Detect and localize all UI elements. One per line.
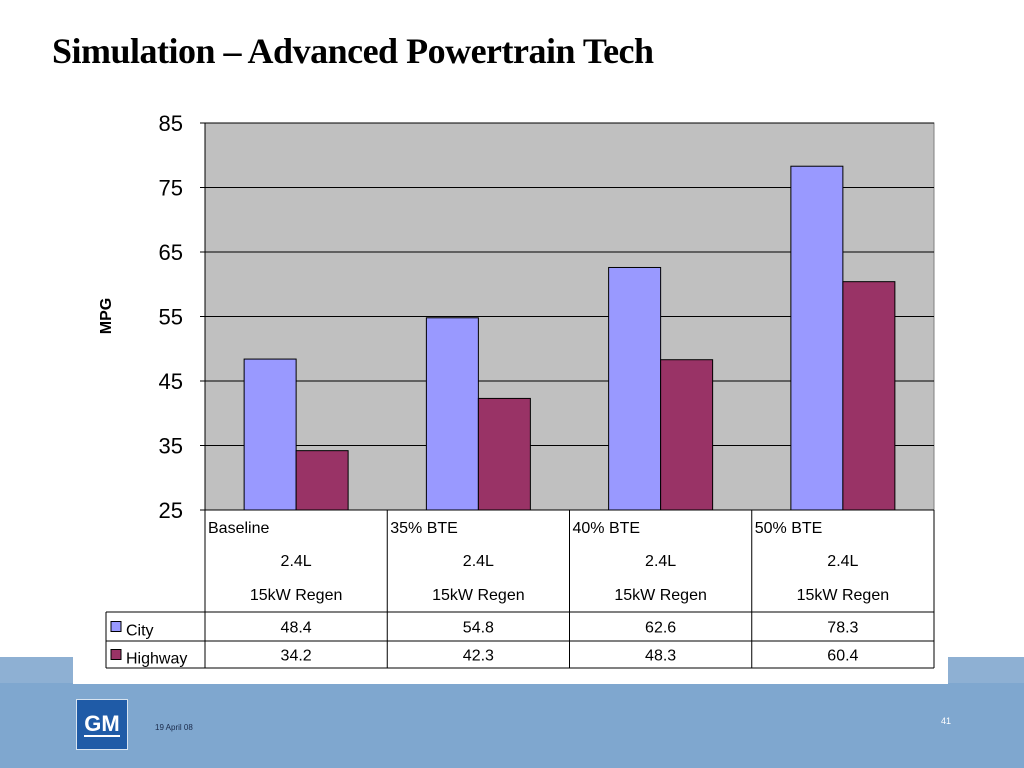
slide-title: Simulation – Advanced Powertrain Tech	[52, 31, 654, 71]
legend-key-city	[110, 621, 122, 632]
gm-logo: GM	[76, 699, 128, 750]
category-label: Baseline	[208, 520, 269, 537]
category-label: 40% BTE	[573, 520, 641, 537]
category-sublabel: 2.4L	[463, 553, 494, 570]
bar-highway	[842, 281, 896, 511]
table-value: 34.2	[281, 648, 312, 665]
table-value: 54.8	[463, 620, 494, 637]
table-value: 78.3	[827, 620, 858, 637]
category-label: 35% BTE	[390, 520, 458, 537]
bar-city	[243, 358, 297, 511]
gm-logo-text: GM	[84, 710, 120, 737]
footer-band	[0, 683, 1024, 768]
category-sublabel: 2.4L	[827, 553, 858, 570]
y-tick-label: 55	[159, 305, 183, 330]
y-tick-label: 35	[159, 434, 183, 459]
category-sublabel: 15kW Regen	[432, 587, 525, 604]
y-tick-label: 45	[159, 369, 183, 394]
legend-label: City	[126, 623, 154, 640]
page-number: 41	[941, 716, 952, 726]
bar-highway	[295, 450, 349, 511]
y-tick-label: 25	[159, 498, 183, 523]
y-tick-label: 85	[159, 111, 183, 136]
category-sublabel: 15kW Regen	[614, 587, 707, 604]
category-sublabel: 2.4L	[645, 553, 676, 570]
category-sublabel: 15kW Regen	[250, 587, 343, 604]
table-value: 42.3	[463, 648, 494, 665]
bar-city	[425, 317, 479, 511]
table-value: 62.6	[645, 620, 676, 637]
table-value: 48.4	[281, 620, 312, 637]
category-label: 50% BTE	[755, 520, 823, 537]
y-axis-label: MPG	[98, 298, 115, 334]
chart-table-panel	[73, 655, 948, 684]
bar-highway	[477, 397, 531, 511]
legend-label: Highway	[126, 651, 187, 668]
y-tick-label: 65	[159, 240, 183, 265]
y-tick-label: 75	[159, 176, 183, 201]
table-value: 60.4	[827, 648, 858, 665]
bar-highway	[660, 359, 714, 511]
bar-city	[608, 266, 662, 511]
footer-date: 19 April 08	[155, 723, 193, 732]
category-sublabel: 2.4L	[281, 553, 312, 570]
legend-key-highway	[110, 649, 122, 660]
table-value: 48.3	[645, 648, 676, 665]
category-sublabel: 15kW Regen	[797, 587, 890, 604]
bar-city	[790, 165, 844, 511]
